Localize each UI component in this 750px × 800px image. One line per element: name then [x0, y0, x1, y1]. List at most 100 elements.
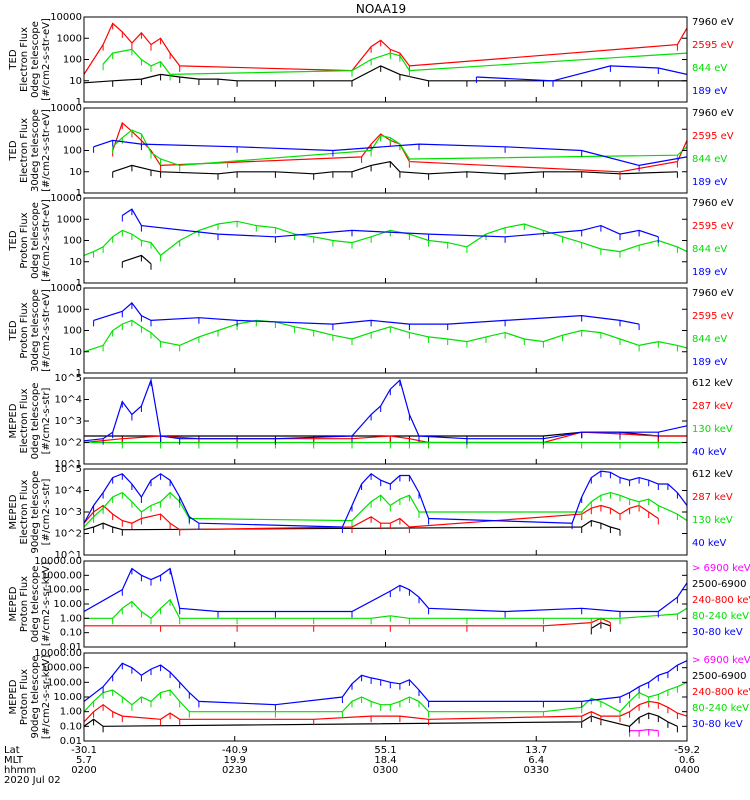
panel-7-ylabel-line-0: MEPED: [8, 586, 19, 621]
panel-5-series-blue: [84, 378, 687, 442]
panel-5-yticklabel-4: 10^5: [55, 373, 82, 384]
panel-3-series-blue: [121, 208, 659, 238]
panel-8-series-green: [84, 681, 687, 713]
panel-1-yticklabel-0: 1: [76, 97, 82, 108]
panel-3-ylabel-line-2: 0deg telescope: [30, 202, 41, 279]
panel-7-legend-4: 30-80 keV: [692, 627, 743, 638]
panel-8-ylabel-line-1: Proton Flux: [19, 669, 30, 725]
panel-8-yticklabel-1: 0.10: [60, 721, 82, 732]
panel-7-series-blue: [84, 567, 687, 613]
panel-7-yticklabel-5: 1000.00: [41, 570, 82, 581]
panel-5-yticklabel-2: 10^3: [55, 416, 82, 427]
panel-2-yticklabel-0: 1: [76, 188, 82, 199]
panel-3-yticklabel-2: 100: [63, 236, 82, 247]
panel-1-ylabel-line-0: TED: [8, 49, 19, 70]
panel-2-legend-2: 844 eV: [692, 154, 727, 165]
panel-3-ylabel-line-0: TED: [8, 230, 19, 251]
panel-6-ylabel-line-0: MEPED: [8, 494, 19, 529]
xtick-mlt-0: 5.7: [76, 755, 92, 766]
panel-7-yticklabel-0: 0.01: [60, 642, 82, 653]
panel-8-ylabel-line-3: [#/cm2-s-sr-keV]: [41, 655, 52, 739]
panel-2-ylabel-line-0: TED: [8, 140, 19, 161]
panel-1-series-green: [102, 48, 687, 76]
panel-6-yticklabel-2: 10^3: [55, 507, 82, 518]
panel-7-legend-1: 2500-6900: [692, 579, 747, 590]
panel-6-series-group: [84, 470, 687, 536]
panel-7-series-red: [84, 617, 611, 627]
panel-8-legend-2: 240-800 keV: [692, 687, 750, 698]
panel-4-legend-2: 844 eV: [692, 334, 727, 345]
panel-7-yticklabel-2: 1.00: [60, 613, 82, 624]
panel-7-legend-0: > 6900 keV: [692, 563, 750, 574]
xrow-label-date: 2020 Jul 02: [4, 775, 61, 786]
panel-4-ylabel-line-2: 30deg telescope: [30, 289, 41, 372]
panel-8-yticklabel-3: 10.00: [53, 692, 82, 703]
panel-6-legend-3: 40 keV: [692, 538, 726, 549]
panel-7-legend-2: 240-800 keV: [692, 595, 750, 606]
panel-3-yticklabel-0: 1: [76, 278, 82, 289]
xtick-hhmm-1: 0230: [222, 765, 247, 776]
panel-6-yticklabel-1: 10^2: [55, 529, 82, 540]
panel-3: 1 10 100 1000 10000 TED Proton Flux 0deg telesc…: [8, 193, 734, 289]
panel-6-series-green: [84, 491, 687, 528]
panel-4-legend-1: 2595 eV: [692, 311, 734, 322]
panel-3-yticklabel-4: 10000: [50, 193, 82, 204]
panel-8-frame: [83, 652, 688, 742]
panel-4-yticklabel-2: 100: [63, 326, 82, 337]
panel-5-ylabel-line-1: Electron Flux: [19, 388, 30, 453]
panel-7-yticklabel-4: 100.00: [47, 585, 82, 596]
panel-5-yticklabel-0: 10^1: [55, 459, 82, 470]
panel-7-frame: [83, 560, 688, 648]
panel-4-ylabel-line-1: Proton Flux: [19, 302, 30, 358]
panel-4-yticklabel-1: 10: [69, 347, 82, 358]
panel-6-yticklabel-3: 10^4: [55, 486, 82, 497]
panel-6-legend-2: 130 keV: [692, 515, 733, 526]
panel-1-legend-0: 7960 eV: [692, 17, 734, 28]
panel-7-ylabel-line-3: [#/cm2-s-sr-keV]: [41, 562, 52, 646]
panel-7-yticklabel-3: 10.00: [53, 599, 82, 610]
panel-6: 10^1 10^2 10^3 10^4 10^5 MEPED Electron Flux 90…: [8, 464, 733, 561]
panel-1-legend-2: 844 eV: [692, 63, 727, 74]
panel-7-yticklabel-6: 10000.00: [34, 556, 82, 567]
xtick-lat-0: -30.1: [71, 745, 97, 756]
panel-8-series-blue: [84, 660, 687, 706]
panel-2-ylabel-line-3: [#/cm2-s-str-eV]: [41, 109, 52, 192]
panel-6-yticklabel-0: 10^1: [55, 550, 82, 561]
panel-1-ylabel-line-3: [#/cm2-s-str-eV]: [41, 18, 52, 101]
xtick-mlt-3: 6.4: [528, 755, 544, 766]
panel-3-legend-0: 7960 eV: [692, 198, 734, 209]
panel-2-ylabel-line-1: Electron Flux: [19, 118, 30, 183]
panel-7-ylabel-line-1: Proton Flux: [19, 576, 30, 632]
panel-3-frame: [83, 197, 688, 284]
xrow-label-lat: Lat: [4, 745, 20, 756]
panel-8-ylabel-line-0: MEPED: [8, 679, 19, 714]
panel-4-ylabel-line-3: [#/cm2-s-str-eV]: [41, 289, 52, 372]
xtick-lat-4: -59.2: [674, 745, 700, 756]
panel-7-ylabel-line-2: 0deg telescope: [30, 566, 41, 643]
panel-4: 1 10 100 1000 10000 TED Proton Flux 30deg teles…: [8, 283, 734, 379]
panel-2-series-group: [93, 121, 687, 180]
xrow-label-mlt: MLT: [4, 755, 24, 766]
xtick-mlt-4: 0.6: [679, 755, 695, 766]
panel-5-ylabel-line-0: MEPED: [8, 403, 19, 438]
panel-6-ylabel-line-1: Electron Flux: [19, 479, 30, 544]
xtick-hhmm-3: 0330: [524, 765, 549, 776]
panel-2-legend-3: 189 eV: [692, 177, 727, 188]
panel-4-series-green: [84, 319, 687, 353]
panel-4-frame: [83, 287, 688, 374]
panel-8-ylabel-line-2: 90deg telescope: [30, 655, 41, 738]
panel-5-frame: [83, 377, 688, 465]
panel-2-yticklabel-3: 1000: [57, 124, 82, 135]
panel-4-yticklabel-3: 1000: [57, 304, 82, 315]
xtick-hhmm-0: 0200: [71, 765, 96, 776]
panel-2-frame: [83, 107, 688, 194]
panel-3-ylabel-line-1: Proton Flux: [19, 212, 30, 268]
panel-6-series-blue: [84, 470, 687, 528]
panel-1-ylabel-line-2: 0deg telescope: [30, 21, 41, 98]
panel-2-legend-0: 7960 eV: [692, 108, 734, 119]
panel-1-yticklabel-4: 10000: [50, 12, 82, 23]
panel-7-series-green: [84, 598, 687, 620]
panel-8-legend-4: 30-80 keV: [692, 719, 743, 730]
